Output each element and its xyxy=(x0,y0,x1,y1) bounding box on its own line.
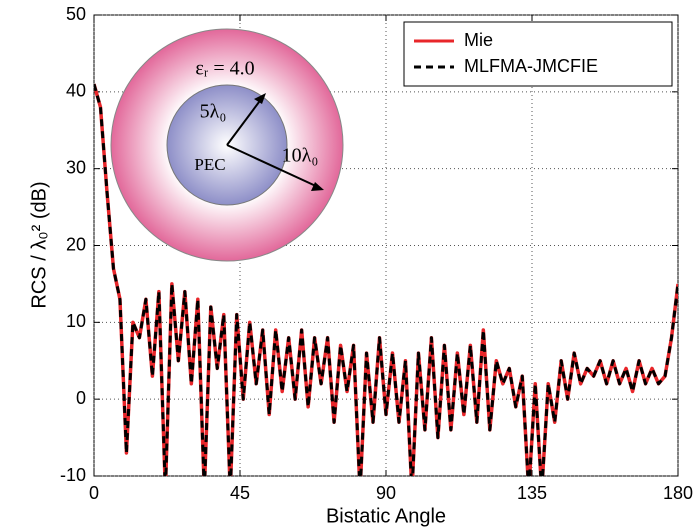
y-tick-label: 10 xyxy=(66,311,86,331)
inset-diagram: εᵣ = 4.0 5λ₀ PEC 10λ₀ xyxy=(110,28,344,262)
x-tick-label: 45 xyxy=(230,483,250,503)
arrow xyxy=(226,97,263,146)
x-axis-label: Bistatic Angle xyxy=(326,505,446,527)
annotation: 5λ₀ xyxy=(200,101,227,123)
y-tick-label: -10 xyxy=(60,465,86,485)
y-axis-label: RCS / λ₀² (dB) xyxy=(28,181,50,308)
legend-label: Mie xyxy=(464,30,493,50)
x-tick-label: 0 xyxy=(89,483,99,503)
annotation: εᵣ = 4.0 xyxy=(195,58,254,80)
legend-box xyxy=(403,21,673,87)
arrowhead xyxy=(254,93,266,104)
y-tick-label: 30 xyxy=(66,157,86,177)
x-tick-label: 90 xyxy=(376,483,396,503)
legend-label: MLFMA-JMCFIE xyxy=(464,56,598,76)
arrow xyxy=(226,144,319,188)
arrowhead xyxy=(311,182,324,191)
y-tick-label: 20 xyxy=(66,234,86,254)
x-tick-label: 135 xyxy=(517,483,547,503)
y-tick-label: 40 xyxy=(66,81,86,101)
annotation: PEC xyxy=(194,155,225,174)
x-tick-label: 180 xyxy=(663,483,693,503)
annotation: 10λ₀ xyxy=(282,145,319,167)
y-tick-label: 0 xyxy=(76,388,86,408)
series-line xyxy=(94,83,678,476)
y-tick-label: 50 xyxy=(66,4,86,24)
